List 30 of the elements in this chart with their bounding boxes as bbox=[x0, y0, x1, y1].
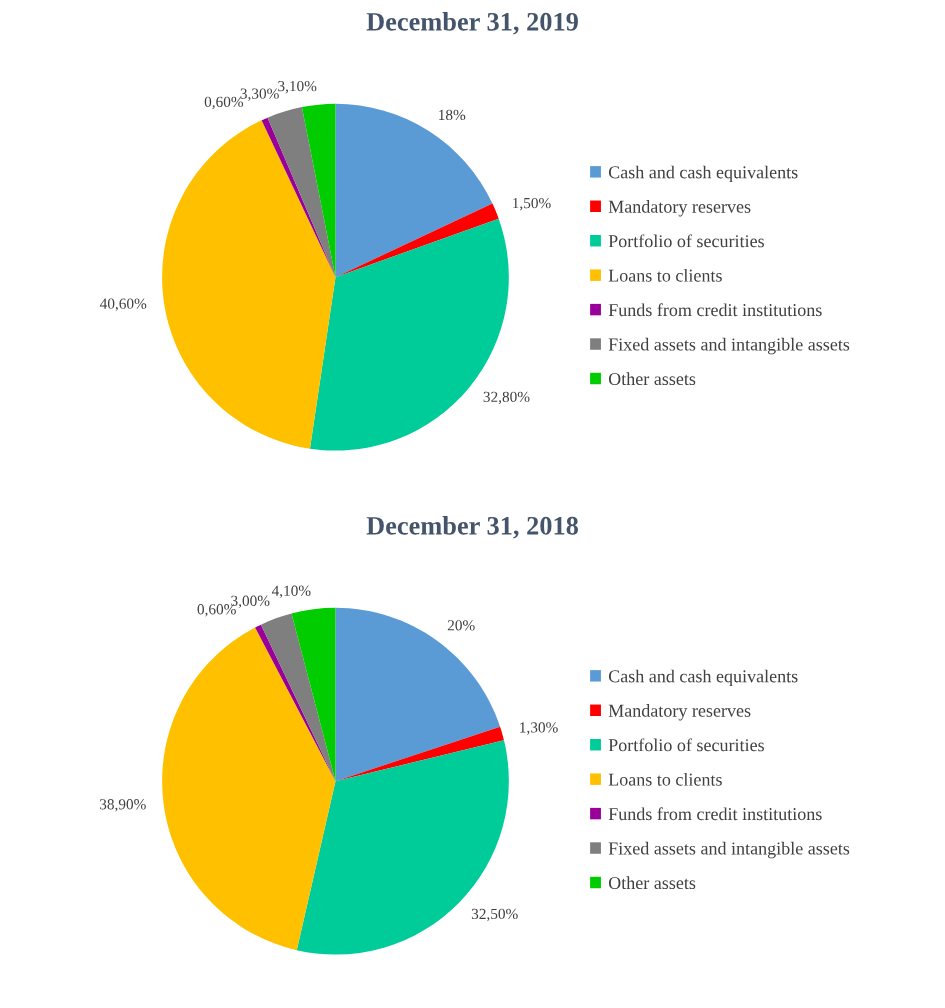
legend-label: Other assets bbox=[608, 876, 696, 890]
legend-label: Funds from credit institutions bbox=[608, 303, 822, 317]
data-label: 3,10% bbox=[278, 80, 317, 94]
data-label: 1,50% bbox=[513, 197, 551, 211]
data-label: 18% bbox=[439, 109, 466, 121]
pie-slice bbox=[335, 607, 501, 782]
legend-label: Portfolio of securities bbox=[608, 738, 764, 752]
legend-label: Fixed assets and intangible assets bbox=[608, 841, 850, 859]
legend-label: Cash and cash equivalents bbox=[608, 165, 798, 183]
pie-slice bbox=[162, 627, 336, 951]
data-label: 32,50% bbox=[471, 908, 518, 922]
pie-slice bbox=[335, 103, 493, 278]
data-label: 1,30% bbox=[520, 722, 558, 735]
data-label: 40,60% bbox=[99, 298, 147, 312]
legend-label: Portfolio of securities bbox=[608, 234, 764, 248]
legend-label: Funds from credit institutions bbox=[608, 807, 822, 821]
legend-label: Loans to clients bbox=[608, 269, 722, 282]
data-label: 38,90% bbox=[99, 799, 146, 812]
chart-title: December 31, 2018 bbox=[366, 516, 579, 539]
pie-slice bbox=[162, 120, 336, 449]
data-label: 20% bbox=[447, 620, 475, 631]
legend-label: Cash and cash equivalents bbox=[608, 669, 798, 687]
chart-title: December 31, 2019 bbox=[366, 12, 578, 35]
data-label: 4,10% bbox=[271, 585, 311, 599]
legend-label: Mandatory reserves bbox=[608, 200, 751, 217]
legend-label: Fixed assets and intangible assets bbox=[608, 337, 850, 355]
legend-label: Mandatory reserves bbox=[608, 704, 751, 721]
legend-label: Other assets bbox=[608, 372, 696, 386]
data-label: 32,80% bbox=[483, 391, 530, 405]
legend-label: Loans to clients bbox=[608, 773, 722, 786]
